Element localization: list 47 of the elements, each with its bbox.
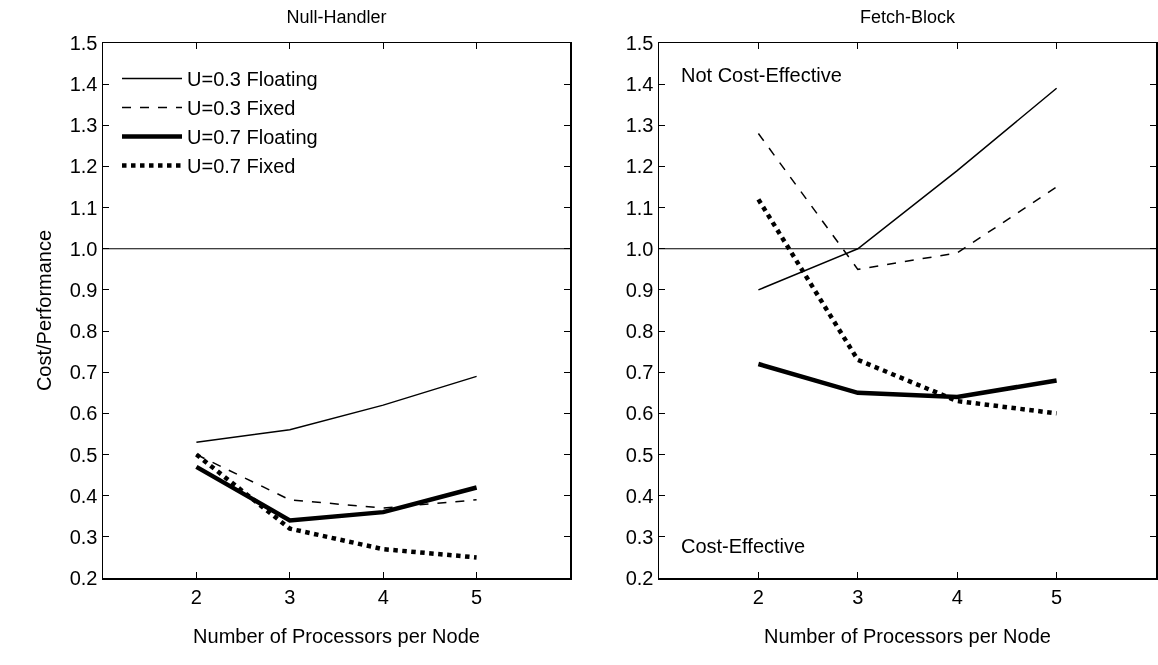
y-tick-label: 1.0 <box>69 237 98 260</box>
legend-label: U=0.3 Fixed <box>187 97 296 120</box>
y-tick-label: 0.6 <box>625 402 654 425</box>
y-tick-label: 0.7 <box>625 361 654 384</box>
x-tick-label: 4 <box>377 585 389 608</box>
y-tick-label: 1.5 <box>625 32 654 54</box>
annotation: Cost-Effective <box>681 535 806 557</box>
y-tick-label: 1.4 <box>69 73 98 96</box>
y-tick-label: 1.1 <box>69 196 98 219</box>
y-tick-label: 1.0 <box>625 237 654 260</box>
y-tick-label: 0.6 <box>69 402 98 425</box>
x-tick-label: 2 <box>752 585 764 608</box>
y-tick-label: 0.3 <box>69 525 98 548</box>
legend-label: U=0.7 Fixed <box>187 155 296 178</box>
y-tick-label: 1.3 <box>625 114 654 137</box>
y-tick-label: 0.8 <box>625 320 654 343</box>
y-tick-label: 1.3 <box>69 114 98 137</box>
legend-label: U=0.3 Floating <box>187 68 318 91</box>
x-tick-label: 5 <box>471 585 483 608</box>
x-tick-label: 3 <box>284 585 296 608</box>
y-tick-label: 0.5 <box>625 443 654 466</box>
annotation: Not Cost-Effective <box>681 64 842 86</box>
x-tick-label: 2 <box>190 585 202 608</box>
x-tick-label: 4 <box>951 585 963 608</box>
y-tick-label: 0.7 <box>69 361 98 384</box>
y-tick-label: 0.8 <box>69 320 98 343</box>
y-tick-label: 1.1 <box>625 196 654 219</box>
chart-title: Fetch-Block <box>859 6 957 27</box>
x-tick-label: 3 <box>852 585 864 608</box>
y-tick-label: 0.5 <box>69 443 98 466</box>
y-tick-label: 1.4 <box>625 73 654 96</box>
y-axis-title: Cost/Performance <box>33 229 56 392</box>
y-tick-label: 1.5 <box>69 32 98 54</box>
chart-title: Null-Handler <box>286 6 387 27</box>
y-tick-label: 0.9 <box>625 278 654 301</box>
y-tick-label: 1.2 <box>69 155 98 178</box>
x-tick-label: 5 <box>1051 585 1063 608</box>
y-tick-label: 0.3 <box>625 525 654 548</box>
x-axis-title: Number of Processors per Node <box>764 624 1051 647</box>
legend-label: U=0.7 Floating <box>187 126 318 149</box>
y-tick-label: 0.4 <box>625 484 654 507</box>
y-tick-label: 0.9 <box>69 278 98 301</box>
y-tick-label: 1.2 <box>625 155 654 178</box>
y-tick-label: 0.2 <box>69 567 98 589</box>
y-tick-label: 0.2 <box>625 567 654 589</box>
x-axis-title: Number of Processors per Node <box>193 624 480 647</box>
y-tick-label: 0.4 <box>69 484 98 507</box>
